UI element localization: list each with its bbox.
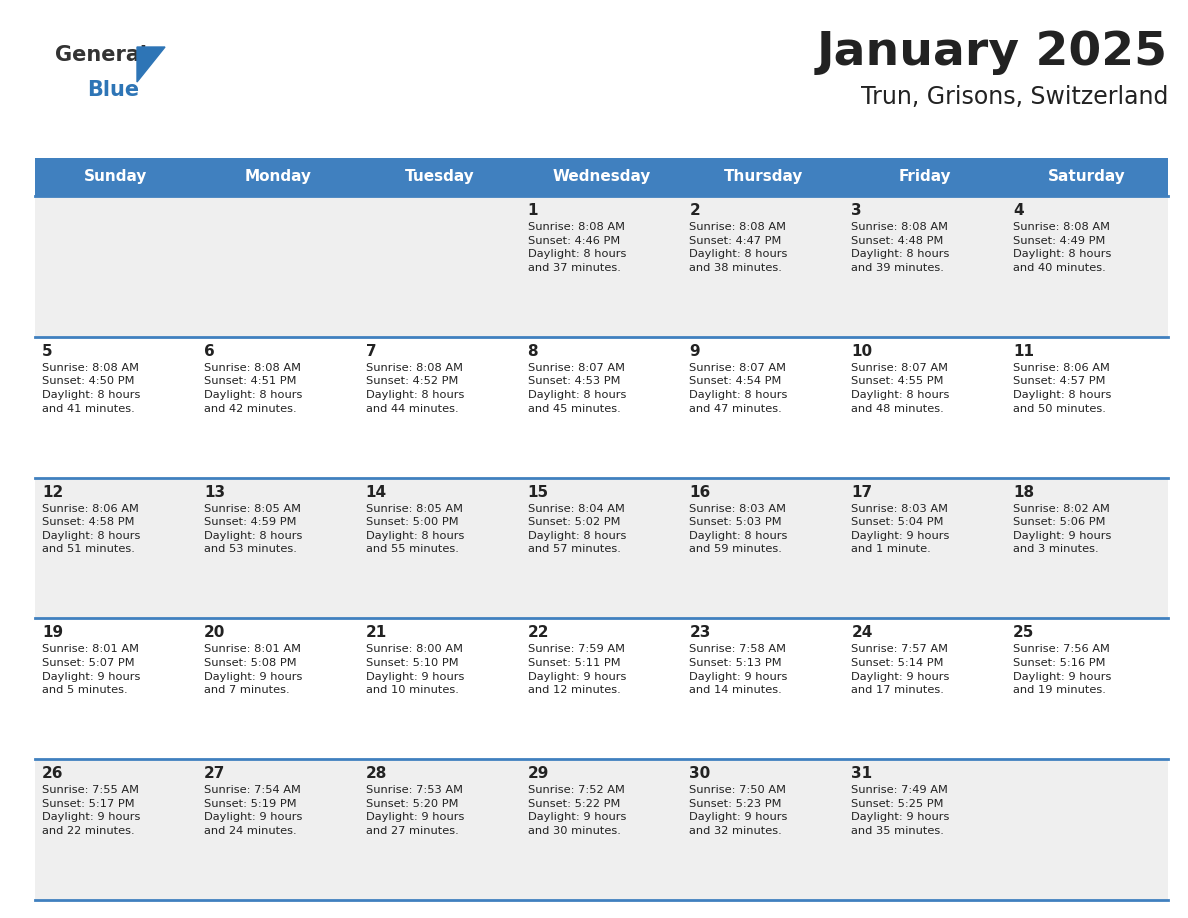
Text: Sunrise: 7:50 AM
Sunset: 5:23 PM
Daylight: 9 hours
and 32 minutes.: Sunrise: 7:50 AM Sunset: 5:23 PM Dayligh…: [689, 785, 788, 836]
Text: 18: 18: [1013, 485, 1035, 499]
Text: Sunrise: 8:08 AM
Sunset: 4:47 PM
Daylight: 8 hours
and 38 minutes.: Sunrise: 8:08 AM Sunset: 4:47 PM Dayligh…: [689, 222, 788, 273]
Text: Sunrise: 8:00 AM
Sunset: 5:10 PM
Daylight: 9 hours
and 10 minutes.: Sunrise: 8:00 AM Sunset: 5:10 PM Dayligh…: [366, 644, 465, 695]
Text: General: General: [55, 45, 147, 65]
Text: 10: 10: [852, 344, 872, 359]
Text: 1: 1: [527, 203, 538, 218]
Text: Sunrise: 8:04 AM
Sunset: 5:02 PM
Daylight: 8 hours
and 57 minutes.: Sunrise: 8:04 AM Sunset: 5:02 PM Dayligh…: [527, 504, 626, 554]
Text: 24: 24: [852, 625, 873, 641]
Text: Sunrise: 7:55 AM
Sunset: 5:17 PM
Daylight: 9 hours
and 22 minutes.: Sunrise: 7:55 AM Sunset: 5:17 PM Dayligh…: [42, 785, 140, 836]
Bar: [34, 196, 1168, 337]
Text: 13: 13: [204, 485, 225, 499]
Text: 30: 30: [689, 767, 710, 781]
Bar: [34, 619, 1168, 759]
Text: 29: 29: [527, 767, 549, 781]
Text: Saturday: Saturday: [1048, 170, 1126, 185]
Bar: [520, 158, 682, 196]
Bar: [34, 158, 197, 196]
Text: 23: 23: [689, 625, 710, 641]
Text: Sunrise: 7:49 AM
Sunset: 5:25 PM
Daylight: 9 hours
and 35 minutes.: Sunrise: 7:49 AM Sunset: 5:25 PM Dayligh…: [852, 785, 949, 836]
Bar: [197, 158, 359, 196]
Text: Sunrise: 8:02 AM
Sunset: 5:06 PM
Daylight: 9 hours
and 3 minutes.: Sunrise: 8:02 AM Sunset: 5:06 PM Dayligh…: [1013, 504, 1112, 554]
Text: Blue: Blue: [87, 80, 139, 100]
Text: 28: 28: [366, 767, 387, 781]
Text: Sunrise: 7:57 AM
Sunset: 5:14 PM
Daylight: 9 hours
and 17 minutes.: Sunrise: 7:57 AM Sunset: 5:14 PM Dayligh…: [852, 644, 949, 695]
Text: 3: 3: [852, 203, 862, 218]
Text: 8: 8: [527, 344, 538, 359]
Bar: [682, 158, 845, 196]
Text: Sunrise: 8:08 AM
Sunset: 4:48 PM
Daylight: 8 hours
and 39 minutes.: Sunrise: 8:08 AM Sunset: 4:48 PM Dayligh…: [852, 222, 949, 273]
Text: Sunrise: 8:08 AM
Sunset: 4:51 PM
Daylight: 8 hours
and 42 minutes.: Sunrise: 8:08 AM Sunset: 4:51 PM Dayligh…: [204, 363, 302, 414]
Text: 16: 16: [689, 485, 710, 499]
Text: 11: 11: [1013, 344, 1034, 359]
Bar: [1006, 158, 1168, 196]
Bar: [34, 477, 1168, 619]
Text: 20: 20: [204, 625, 226, 641]
Text: Sunrise: 8:05 AM
Sunset: 5:00 PM
Daylight: 8 hours
and 55 minutes.: Sunrise: 8:05 AM Sunset: 5:00 PM Dayligh…: [366, 504, 465, 554]
Text: 19: 19: [42, 625, 63, 641]
Text: Monday: Monday: [245, 170, 311, 185]
Bar: [845, 158, 1006, 196]
Polygon shape: [137, 47, 165, 82]
Text: Sunrise: 8:07 AM
Sunset: 4:55 PM
Daylight: 8 hours
and 48 minutes.: Sunrise: 8:07 AM Sunset: 4:55 PM Dayligh…: [852, 363, 949, 414]
Text: 5: 5: [42, 344, 52, 359]
Text: 7: 7: [366, 344, 377, 359]
Text: Wednesday: Wednesday: [552, 170, 651, 185]
Text: 22: 22: [527, 625, 549, 641]
Text: Sunrise: 8:08 AM
Sunset: 4:52 PM
Daylight: 8 hours
and 44 minutes.: Sunrise: 8:08 AM Sunset: 4:52 PM Dayligh…: [366, 363, 465, 414]
Text: 4: 4: [1013, 203, 1024, 218]
Text: 21: 21: [366, 625, 387, 641]
Text: Sunrise: 8:05 AM
Sunset: 4:59 PM
Daylight: 8 hours
and 53 minutes.: Sunrise: 8:05 AM Sunset: 4:59 PM Dayligh…: [204, 504, 302, 554]
Text: Sunrise: 8:07 AM
Sunset: 4:53 PM
Daylight: 8 hours
and 45 minutes.: Sunrise: 8:07 AM Sunset: 4:53 PM Dayligh…: [527, 363, 626, 414]
Text: Sunrise: 8:08 AM
Sunset: 4:49 PM
Daylight: 8 hours
and 40 minutes.: Sunrise: 8:08 AM Sunset: 4:49 PM Dayligh…: [1013, 222, 1112, 273]
Text: 6: 6: [204, 344, 215, 359]
Bar: [34, 337, 1168, 477]
Text: Sunrise: 7:53 AM
Sunset: 5:20 PM
Daylight: 9 hours
and 27 minutes.: Sunrise: 7:53 AM Sunset: 5:20 PM Dayligh…: [366, 785, 465, 836]
Text: Sunrise: 8:03 AM
Sunset: 5:04 PM
Daylight: 9 hours
and 1 minute.: Sunrise: 8:03 AM Sunset: 5:04 PM Dayligh…: [852, 504, 949, 554]
Bar: [34, 759, 1168, 900]
Text: 31: 31: [852, 767, 872, 781]
Text: Sunrise: 7:54 AM
Sunset: 5:19 PM
Daylight: 9 hours
and 24 minutes.: Sunrise: 7:54 AM Sunset: 5:19 PM Dayligh…: [204, 785, 302, 836]
Text: Tuesday: Tuesday: [405, 170, 474, 185]
Text: Sunrise: 8:07 AM
Sunset: 4:54 PM
Daylight: 8 hours
and 47 minutes.: Sunrise: 8:07 AM Sunset: 4:54 PM Dayligh…: [689, 363, 788, 414]
Text: 14: 14: [366, 485, 387, 499]
Text: 9: 9: [689, 344, 700, 359]
Text: 25: 25: [1013, 625, 1035, 641]
Bar: [359, 158, 520, 196]
Text: Sunday: Sunday: [84, 170, 147, 185]
Text: Thursday: Thursday: [723, 170, 803, 185]
Text: 2: 2: [689, 203, 700, 218]
Text: Sunrise: 7:52 AM
Sunset: 5:22 PM
Daylight: 9 hours
and 30 minutes.: Sunrise: 7:52 AM Sunset: 5:22 PM Dayligh…: [527, 785, 626, 836]
Text: Sunrise: 8:01 AM
Sunset: 5:08 PM
Daylight: 9 hours
and 7 minutes.: Sunrise: 8:01 AM Sunset: 5:08 PM Dayligh…: [204, 644, 302, 695]
Text: 27: 27: [204, 767, 226, 781]
Text: Sunrise: 8:08 AM
Sunset: 4:46 PM
Daylight: 8 hours
and 37 minutes.: Sunrise: 8:08 AM Sunset: 4:46 PM Dayligh…: [527, 222, 626, 273]
Text: Sunrise: 7:56 AM
Sunset: 5:16 PM
Daylight: 9 hours
and 19 minutes.: Sunrise: 7:56 AM Sunset: 5:16 PM Dayligh…: [1013, 644, 1112, 695]
Text: 17: 17: [852, 485, 872, 499]
Text: Sunrise: 8:01 AM
Sunset: 5:07 PM
Daylight: 9 hours
and 5 minutes.: Sunrise: 8:01 AM Sunset: 5:07 PM Dayligh…: [42, 644, 140, 695]
Text: 12: 12: [42, 485, 63, 499]
Text: 26: 26: [42, 767, 63, 781]
Text: Sunrise: 8:08 AM
Sunset: 4:50 PM
Daylight: 8 hours
and 41 minutes.: Sunrise: 8:08 AM Sunset: 4:50 PM Dayligh…: [42, 363, 140, 414]
Text: Sunrise: 8:03 AM
Sunset: 5:03 PM
Daylight: 8 hours
and 59 minutes.: Sunrise: 8:03 AM Sunset: 5:03 PM Dayligh…: [689, 504, 788, 554]
Text: Sunrise: 7:58 AM
Sunset: 5:13 PM
Daylight: 9 hours
and 14 minutes.: Sunrise: 7:58 AM Sunset: 5:13 PM Dayligh…: [689, 644, 788, 695]
Text: Friday: Friday: [899, 170, 952, 185]
Text: Sunrise: 8:06 AM
Sunset: 4:57 PM
Daylight: 8 hours
and 50 minutes.: Sunrise: 8:06 AM Sunset: 4:57 PM Dayligh…: [1013, 363, 1112, 414]
Text: Sunrise: 8:06 AM
Sunset: 4:58 PM
Daylight: 8 hours
and 51 minutes.: Sunrise: 8:06 AM Sunset: 4:58 PM Dayligh…: [42, 504, 140, 554]
Text: January 2025: January 2025: [817, 30, 1168, 75]
Text: Trun, Grisons, Switzerland: Trun, Grisons, Switzerland: [860, 85, 1168, 109]
Text: Sunrise: 7:59 AM
Sunset: 5:11 PM
Daylight: 9 hours
and 12 minutes.: Sunrise: 7:59 AM Sunset: 5:11 PM Dayligh…: [527, 644, 626, 695]
Text: 15: 15: [527, 485, 549, 499]
